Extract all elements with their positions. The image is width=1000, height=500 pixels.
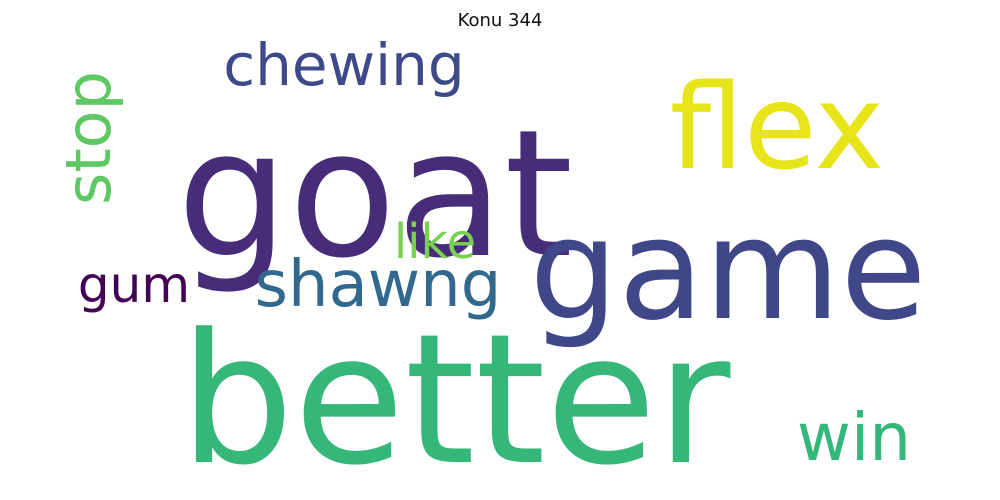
figure-title: Konu 344	[457, 10, 543, 31]
word-flex: flex	[670, 58, 885, 196]
word-stop: stop	[52, 71, 125, 205]
word-gum: gum	[78, 256, 190, 314]
word-better: better	[180, 296, 731, 500]
word-goat: goat	[177, 92, 573, 297]
word-win: win	[797, 399, 911, 476]
word-shawng: shawng	[255, 248, 502, 322]
word-like: like	[394, 214, 476, 270]
word-game: game	[529, 189, 926, 352]
word-chewing: chewing	[223, 31, 464, 99]
